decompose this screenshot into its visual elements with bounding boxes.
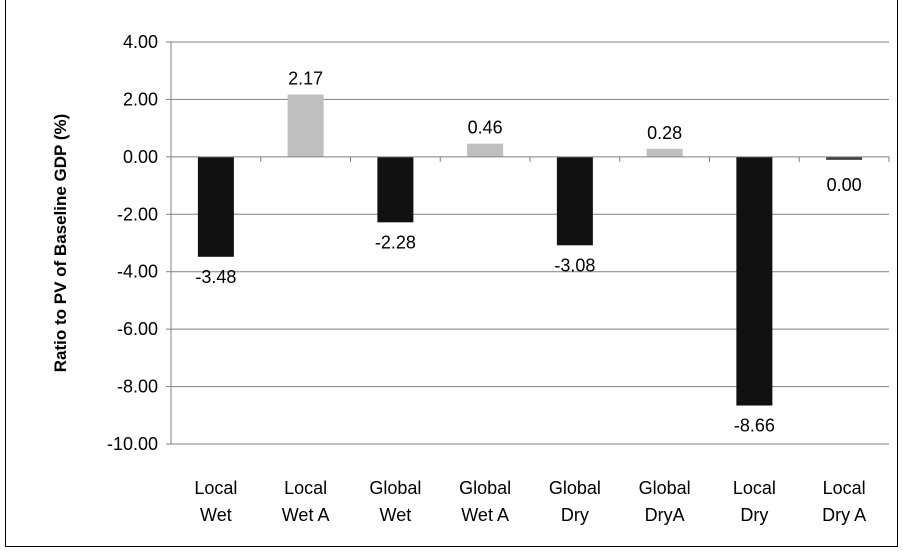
x-category-label: Local: [823, 478, 866, 498]
bar: [467, 143, 504, 157]
x-category-label: Wet: [200, 505, 232, 525]
bar: [556, 156, 593, 246]
y-axis-title: Ratio to PV of Baseline GDP (%): [51, 114, 70, 373]
y-tick-label: 2.00: [123, 89, 158, 109]
y-tick-label: -4.00: [117, 262, 158, 282]
x-category-label: Wet A: [461, 505, 509, 525]
data-label: 0.00: [827, 175, 862, 195]
y-tick-label: -6.00: [117, 319, 158, 339]
x-category-label: Wet: [380, 505, 412, 525]
bar: [377, 156, 414, 223]
x-category-label: DryA: [645, 505, 685, 525]
bar: [646, 148, 683, 157]
bar: [826, 156, 863, 160]
data-label: 0.46: [468, 118, 503, 138]
y-tick-label: -10.00: [107, 434, 158, 454]
y-tick-label: -2.00: [117, 204, 158, 224]
data-label: 2.17: [288, 69, 323, 89]
y-tick-label: 0.00: [123, 147, 158, 167]
data-label: 0.28: [647, 123, 682, 143]
data-label: -2.28: [375, 232, 416, 252]
x-category-label: Local: [284, 478, 327, 498]
x-category-label: Global: [459, 478, 511, 498]
x-category-label: Global: [639, 478, 691, 498]
x-category-label: Global: [369, 478, 421, 498]
x-category-label: Dry: [561, 505, 589, 525]
data-label: -8.66: [734, 416, 775, 436]
bar: [197, 156, 234, 257]
y-tick-label: -8.00: [117, 377, 158, 397]
x-category-label: Wet A: [282, 505, 330, 525]
bar: [736, 156, 773, 406]
chart-frame: [5, 0, 898, 547]
x-category-label: Global: [549, 478, 601, 498]
x-category-label: Dry A: [822, 505, 866, 525]
x-category-label: Local: [733, 478, 776, 498]
x-category-label: Local: [194, 478, 237, 498]
x-category-label: Dry: [740, 505, 768, 525]
y-tick-label: 4.00: [123, 32, 158, 52]
data-label: -3.08: [554, 255, 595, 275]
bar: [287, 94, 324, 157]
data-label: -3.48: [195, 267, 236, 287]
